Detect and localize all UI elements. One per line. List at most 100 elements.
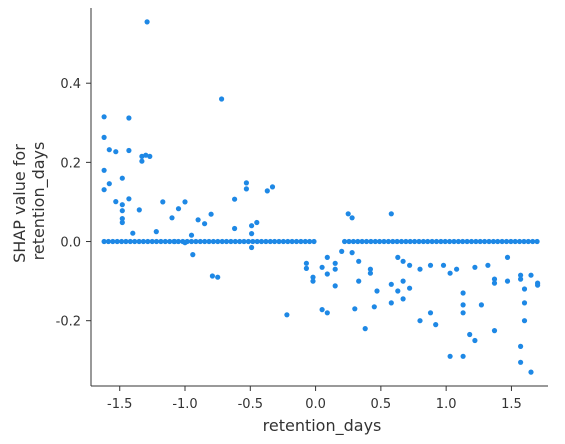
data-point: [310, 274, 316, 280]
data-point: [162, 238, 168, 245]
data-point: [303, 265, 309, 271]
data-point: [219, 96, 225, 102]
data-point: [504, 254, 511, 260]
data-point: [377, 238, 383, 245]
data-point: [324, 310, 330, 316]
y-axis-title-line1: SHAP value for: [10, 144, 29, 263]
data-point: [486, 238, 492, 245]
data-point: [215, 238, 221, 245]
data-point: [241, 238, 247, 245]
data-point: [349, 250, 355, 256]
data-point: [223, 238, 230, 245]
data-point: [182, 199, 188, 205]
data-point: [145, 238, 151, 245]
data-point: [521, 318, 528, 324]
data-point: [367, 266, 373, 272]
data-point: [210, 238, 216, 245]
data-point: [504, 278, 511, 284]
data-point: [355, 238, 361, 245]
data-point: [113, 199, 119, 205]
data-point: [289, 238, 295, 245]
data-point: [119, 238, 125, 245]
data-point: [209, 273, 215, 279]
data-point: [477, 238, 483, 245]
data-point: [412, 238, 418, 245]
data-point: [388, 211, 394, 217]
data-point: [243, 186, 249, 192]
data-point: [417, 266, 423, 272]
data-point: [254, 219, 260, 226]
data-point: [232, 225, 238, 232]
data-point: [101, 167, 107, 173]
data-point: [400, 278, 406, 284]
data-point: [106, 181, 112, 187]
data-point: [132, 238, 138, 245]
x-tick-label: 0.5: [371, 397, 392, 412]
data-point: [363, 238, 370, 245]
data-point: [460, 290, 466, 296]
data-point: [303, 260, 309, 266]
data-point: [512, 238, 518, 245]
data-point: [468, 238, 475, 245]
data-point: [188, 232, 195, 238]
data-point: [180, 238, 186, 245]
data-point: [395, 288, 401, 294]
data-point: [285, 238, 291, 245]
data-point: [208, 211, 214, 217]
data-point: [269, 184, 276, 190]
data-point: [264, 188, 270, 194]
data-point: [440, 262, 447, 268]
data-point: [518, 272, 524, 278]
data-point: [482, 238, 488, 245]
data-point: [127, 238, 133, 245]
data-point: [215, 274, 221, 280]
y-tick-label: 0.4: [60, 77, 81, 92]
data-point: [427, 262, 434, 268]
data-point: [460, 238, 466, 245]
data-point: [101, 238, 107, 245]
x-ticks: -1.5 -1.0 -0.5 0.0 0.5 1.0 1.5: [107, 386, 522, 412]
data-point: [332, 283, 338, 289]
data-point: [197, 238, 203, 245]
y-tick-label: 0.2: [60, 156, 81, 171]
data-point: [190, 252, 196, 258]
data-point: [311, 238, 317, 245]
data-point: [263, 238, 269, 245]
data-point: [310, 278, 316, 284]
data-point: [528, 272, 534, 278]
data-point: [359, 238, 365, 245]
axes: [90, 8, 548, 387]
data-point: [407, 262, 413, 268]
x-axis-title: retention_days: [263, 416, 382, 436]
data-point: [362, 326, 368, 332]
data-point: [319, 307, 325, 313]
data-point: [388, 281, 394, 287]
data-point: [332, 260, 338, 266]
data-point: [195, 217, 201, 223]
y-axis-title-line2: retention_days: [29, 142, 49, 261]
data-point: [250, 238, 256, 245]
data-points: [101, 19, 541, 375]
data-point: [491, 280, 498, 286]
data-point: [368, 238, 374, 245]
data-point: [425, 238, 431, 245]
data-point: [188, 238, 195, 245]
data-point: [447, 238, 453, 245]
data-point: [267, 238, 273, 245]
data-point: [473, 238, 479, 245]
data-point: [472, 337, 478, 344]
x-tick-label: 1.0: [436, 397, 457, 412]
data-point: [232, 238, 238, 245]
data-point: [119, 202, 125, 208]
data-point: [193, 238, 199, 245]
x-tick-label: 0.0: [305, 397, 326, 412]
data-point: [407, 238, 413, 245]
data-point: [258, 238, 265, 245]
data-point: [206, 238, 212, 245]
data-point: [467, 331, 473, 338]
data-point: [350, 238, 356, 245]
data-point: [491, 276, 498, 282]
data-point: [254, 238, 260, 245]
